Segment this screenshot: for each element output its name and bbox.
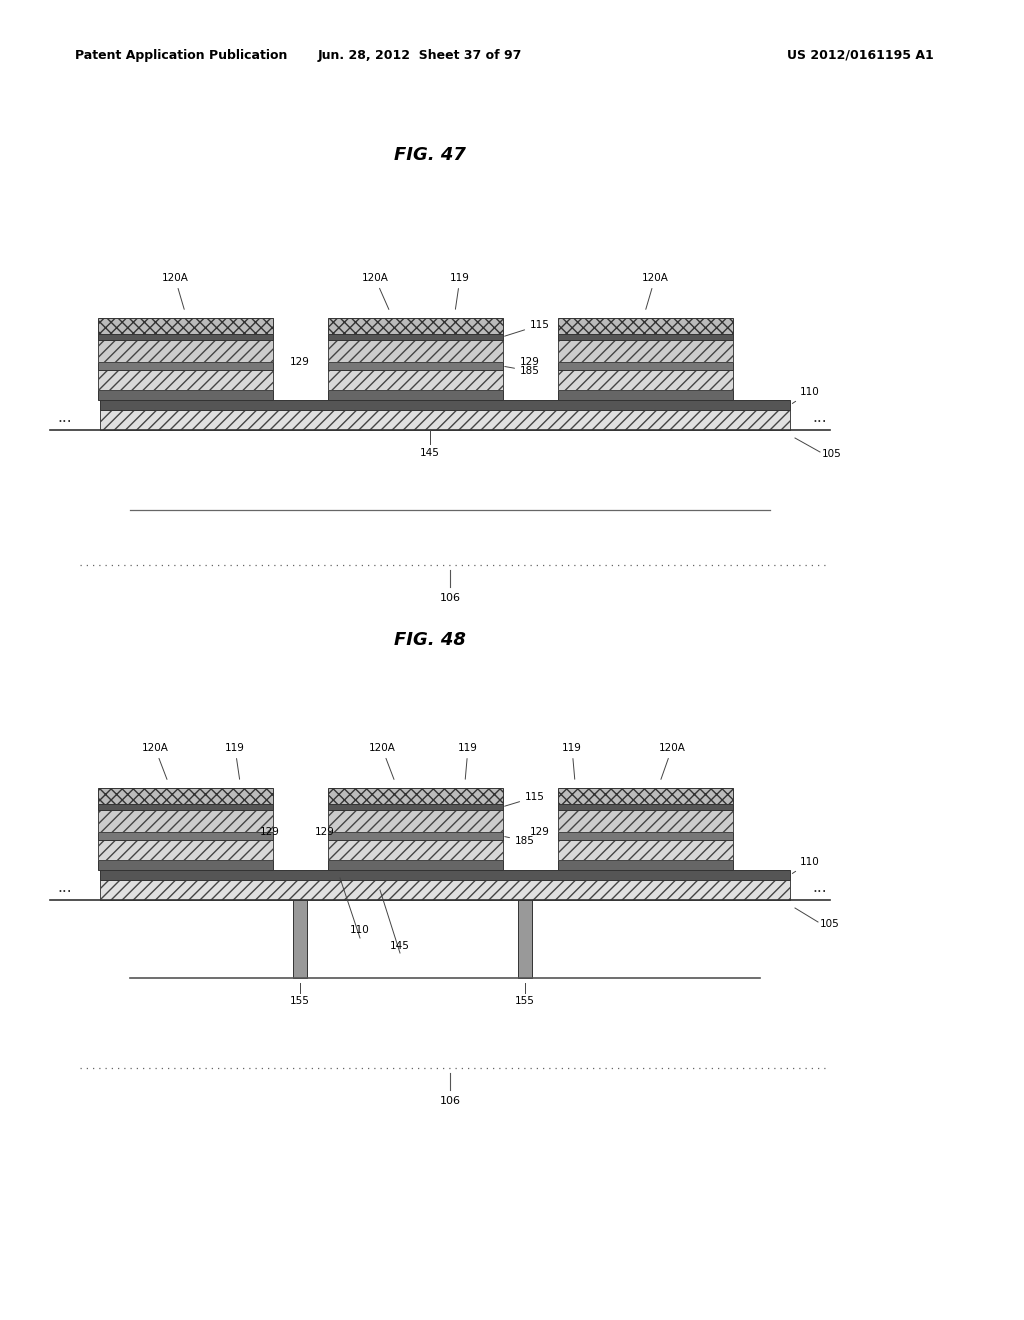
Bar: [328, 318, 503, 334]
Text: 155: 155: [515, 997, 535, 1006]
Bar: [100, 400, 790, 411]
Bar: [98, 318, 273, 334]
Text: FIG. 47: FIG. 47: [394, 147, 466, 164]
Bar: [328, 804, 503, 810]
Text: 120A: 120A: [642, 273, 669, 309]
Bar: [558, 362, 733, 370]
Text: ...: ...: [813, 880, 827, 895]
Text: 106: 106: [439, 593, 461, 603]
Bar: [98, 861, 273, 870]
Bar: [518, 900, 532, 978]
Bar: [558, 788, 733, 804]
Bar: [98, 788, 273, 804]
Bar: [328, 341, 503, 362]
Text: 120A: 120A: [141, 743, 168, 779]
Bar: [100, 411, 790, 430]
Text: 185: 185: [505, 836, 535, 846]
Bar: [100, 870, 790, 880]
Text: 119: 119: [451, 273, 470, 309]
Bar: [558, 840, 733, 861]
Bar: [328, 389, 503, 400]
Bar: [558, 810, 733, 832]
Bar: [558, 318, 733, 334]
Text: ...: ...: [57, 880, 73, 895]
Bar: [98, 334, 273, 341]
Bar: [328, 334, 503, 341]
Text: 145: 145: [390, 941, 410, 950]
Bar: [558, 832, 733, 840]
Text: US 2012/0161195 A1: US 2012/0161195 A1: [786, 49, 933, 62]
Bar: [328, 840, 503, 861]
Text: 105: 105: [820, 919, 840, 929]
Bar: [98, 389, 273, 400]
Bar: [558, 804, 733, 810]
Bar: [98, 840, 273, 861]
Bar: [100, 880, 790, 900]
Text: 185: 185: [505, 366, 540, 376]
Bar: [98, 341, 273, 362]
Text: 119: 119: [562, 743, 582, 779]
Text: 129: 129: [315, 828, 335, 837]
Text: 129: 129: [520, 356, 540, 367]
Text: 115: 115: [505, 319, 550, 337]
Text: 119: 119: [458, 743, 478, 779]
Bar: [558, 334, 733, 341]
Bar: [98, 832, 273, 840]
Text: 120A: 120A: [162, 273, 188, 309]
Bar: [558, 389, 733, 400]
Text: ...: ...: [57, 411, 73, 425]
Bar: [328, 788, 503, 804]
Bar: [98, 370, 273, 389]
Text: 155: 155: [290, 997, 310, 1006]
Bar: [328, 832, 503, 840]
Text: 105: 105: [822, 449, 842, 459]
Text: 120A: 120A: [361, 273, 389, 309]
Bar: [328, 861, 503, 870]
Text: Patent Application Publication: Patent Application Publication: [75, 49, 288, 62]
Bar: [558, 861, 733, 870]
Bar: [328, 810, 503, 832]
Bar: [293, 900, 307, 978]
Text: 145: 145: [420, 447, 440, 458]
Text: 106: 106: [439, 1096, 461, 1106]
Text: 129: 129: [290, 356, 310, 367]
Text: 115: 115: [505, 792, 545, 807]
Text: 129: 129: [260, 828, 280, 837]
Bar: [558, 341, 733, 362]
Text: 110: 110: [793, 857, 820, 874]
Bar: [558, 370, 733, 389]
Bar: [328, 370, 503, 389]
Bar: [98, 362, 273, 370]
Text: 110: 110: [350, 925, 370, 935]
Bar: [98, 810, 273, 832]
Text: ...: ...: [813, 411, 827, 425]
Text: 120A: 120A: [369, 743, 395, 779]
Text: 129: 129: [530, 828, 550, 837]
Bar: [328, 362, 503, 370]
Text: 110: 110: [793, 387, 820, 404]
Text: FIG. 48: FIG. 48: [394, 631, 466, 649]
Text: 120A: 120A: [658, 743, 685, 779]
Text: Jun. 28, 2012  Sheet 37 of 97: Jun. 28, 2012 Sheet 37 of 97: [317, 49, 522, 62]
Bar: [98, 804, 273, 810]
Text: 119: 119: [225, 743, 245, 779]
